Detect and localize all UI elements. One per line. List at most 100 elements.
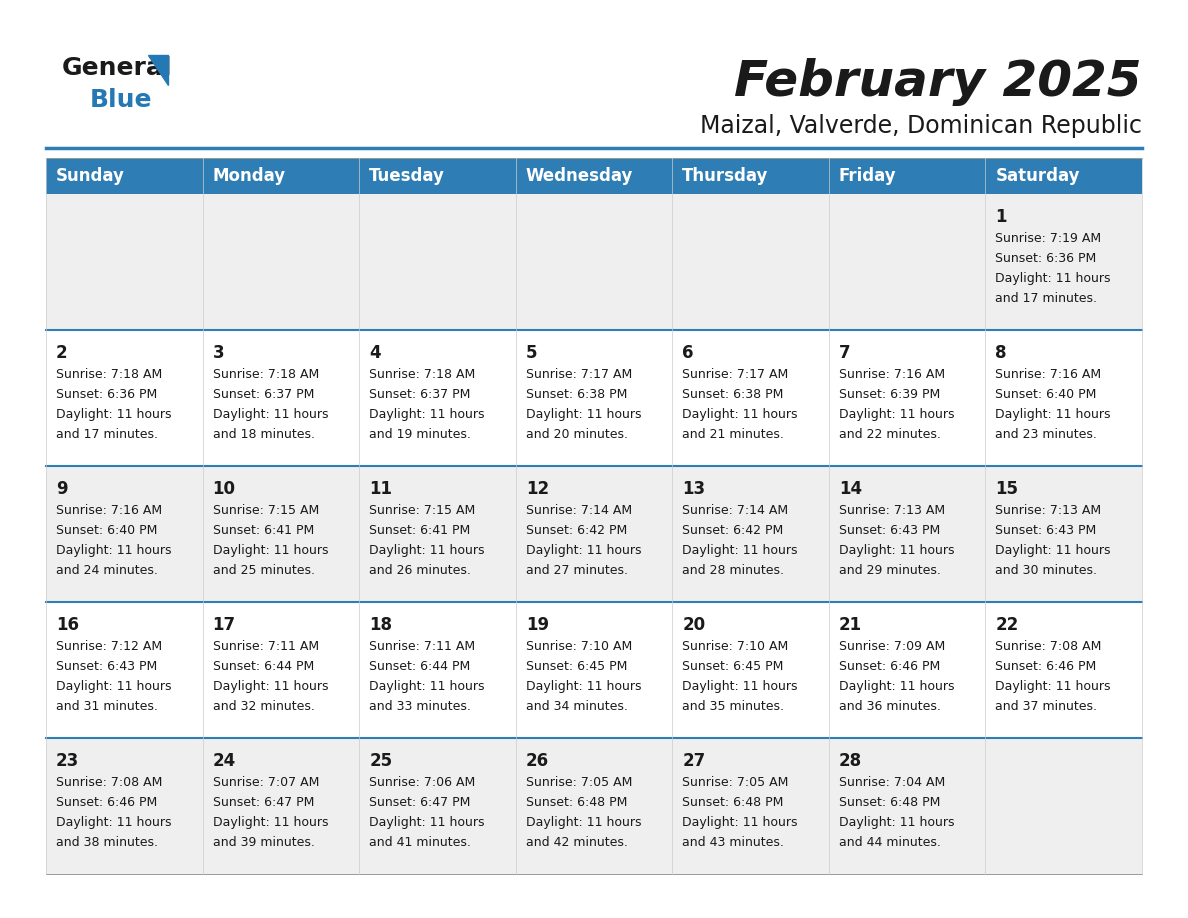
- Text: and 42 minutes.: and 42 minutes.: [526, 836, 627, 849]
- Bar: [672, 330, 829, 466]
- Text: and 22 minutes.: and 22 minutes.: [839, 428, 941, 441]
- Text: February 2025: February 2025: [734, 58, 1142, 106]
- Text: and 20 minutes.: and 20 minutes.: [526, 428, 627, 441]
- Text: Sunset: 6:45 PM: Sunset: 6:45 PM: [526, 660, 627, 673]
- Text: and 27 minutes.: and 27 minutes.: [526, 564, 627, 577]
- Text: and 32 minutes.: and 32 minutes.: [213, 700, 315, 713]
- Text: and 43 minutes.: and 43 minutes.: [682, 836, 784, 849]
- Text: Sunset: 6:43 PM: Sunset: 6:43 PM: [839, 524, 940, 537]
- Bar: [203, 602, 359, 738]
- Bar: [516, 330, 672, 466]
- Text: Daylight: 11 hours: Daylight: 11 hours: [839, 408, 954, 421]
- Text: and 25 minutes.: and 25 minutes.: [213, 564, 315, 577]
- Text: 19: 19: [526, 616, 549, 634]
- Text: 12: 12: [526, 480, 549, 498]
- Text: Sunset: 6:37 PM: Sunset: 6:37 PM: [369, 388, 470, 401]
- Text: and 37 minutes.: and 37 minutes.: [996, 700, 1098, 713]
- Text: 9: 9: [56, 480, 68, 498]
- Bar: [46, 194, 203, 330]
- Text: Sunset: 6:45 PM: Sunset: 6:45 PM: [682, 660, 784, 673]
- Text: Blue: Blue: [90, 88, 152, 112]
- Text: and 17 minutes.: and 17 minutes.: [56, 428, 158, 441]
- Bar: [46, 602, 203, 738]
- Text: Thursday: Thursday: [682, 167, 769, 185]
- Text: Sunrise: 7:11 AM: Sunrise: 7:11 AM: [369, 640, 475, 653]
- Bar: [829, 738, 985, 874]
- Bar: [359, 330, 516, 466]
- Bar: [985, 466, 1142, 602]
- Text: Daylight: 11 hours: Daylight: 11 hours: [682, 816, 798, 829]
- Text: Sunrise: 7:10 AM: Sunrise: 7:10 AM: [526, 640, 632, 653]
- Text: Sunset: 6:40 PM: Sunset: 6:40 PM: [996, 388, 1097, 401]
- Text: Monday: Monday: [213, 167, 285, 185]
- Text: Daylight: 11 hours: Daylight: 11 hours: [369, 408, 485, 421]
- Text: Sunrise: 7:17 AM: Sunrise: 7:17 AM: [526, 368, 632, 381]
- Text: Sunrise: 7:05 AM: Sunrise: 7:05 AM: [682, 776, 789, 789]
- Text: 11: 11: [369, 480, 392, 498]
- Text: 25: 25: [369, 752, 392, 770]
- Text: and 35 minutes.: and 35 minutes.: [682, 700, 784, 713]
- Text: 24: 24: [213, 752, 236, 770]
- Text: Friday: Friday: [839, 167, 897, 185]
- Text: 16: 16: [56, 616, 78, 634]
- Bar: [46, 158, 203, 194]
- Text: Sunrise: 7:10 AM: Sunrise: 7:10 AM: [682, 640, 789, 653]
- Text: 8: 8: [996, 344, 1007, 362]
- Text: Sunset: 6:37 PM: Sunset: 6:37 PM: [213, 388, 314, 401]
- Bar: [985, 738, 1142, 874]
- Text: Tuesday: Tuesday: [369, 167, 446, 185]
- Text: and 39 minutes.: and 39 minutes.: [213, 836, 315, 849]
- Text: Daylight: 11 hours: Daylight: 11 hours: [526, 680, 642, 693]
- Text: 7: 7: [839, 344, 851, 362]
- Text: and 44 minutes.: and 44 minutes.: [839, 836, 941, 849]
- Text: Sunrise: 7:06 AM: Sunrise: 7:06 AM: [369, 776, 475, 789]
- Text: 17: 17: [213, 616, 235, 634]
- Text: and 19 minutes.: and 19 minutes.: [369, 428, 470, 441]
- Text: Sunrise: 7:19 AM: Sunrise: 7:19 AM: [996, 232, 1101, 245]
- Text: Daylight: 11 hours: Daylight: 11 hours: [369, 544, 485, 557]
- Bar: [672, 194, 829, 330]
- Text: Sunset: 6:36 PM: Sunset: 6:36 PM: [56, 388, 157, 401]
- Text: Sunrise: 7:12 AM: Sunrise: 7:12 AM: [56, 640, 162, 653]
- Bar: [672, 602, 829, 738]
- Text: Daylight: 11 hours: Daylight: 11 hours: [56, 544, 171, 557]
- Text: Daylight: 11 hours: Daylight: 11 hours: [996, 544, 1111, 557]
- Bar: [359, 194, 516, 330]
- Text: 22: 22: [996, 616, 1018, 634]
- Text: Daylight: 11 hours: Daylight: 11 hours: [526, 408, 642, 421]
- Text: Daylight: 11 hours: Daylight: 11 hours: [996, 680, 1111, 693]
- Text: Sunset: 6:43 PM: Sunset: 6:43 PM: [56, 660, 157, 673]
- Text: and 36 minutes.: and 36 minutes.: [839, 700, 941, 713]
- Bar: [359, 466, 516, 602]
- Text: Daylight: 11 hours: Daylight: 11 hours: [213, 408, 328, 421]
- Text: Sunset: 6:38 PM: Sunset: 6:38 PM: [682, 388, 784, 401]
- Text: and 31 minutes.: and 31 minutes.: [56, 700, 158, 713]
- Text: Daylight: 11 hours: Daylight: 11 hours: [56, 408, 171, 421]
- Text: Daylight: 11 hours: Daylight: 11 hours: [369, 680, 485, 693]
- Text: Daylight: 11 hours: Daylight: 11 hours: [213, 680, 328, 693]
- Text: Sunset: 6:40 PM: Sunset: 6:40 PM: [56, 524, 157, 537]
- Text: Sunset: 6:46 PM: Sunset: 6:46 PM: [996, 660, 1097, 673]
- Text: Maizal, Valverde, Dominican Republic: Maizal, Valverde, Dominican Republic: [700, 114, 1142, 138]
- Text: Sunset: 6:43 PM: Sunset: 6:43 PM: [996, 524, 1097, 537]
- Text: Sunrise: 7:18 AM: Sunrise: 7:18 AM: [56, 368, 163, 381]
- Text: Daylight: 11 hours: Daylight: 11 hours: [369, 816, 485, 829]
- Text: 5: 5: [526, 344, 537, 362]
- Bar: [203, 466, 359, 602]
- Text: 23: 23: [56, 752, 80, 770]
- Bar: [829, 602, 985, 738]
- Text: 15: 15: [996, 480, 1018, 498]
- Text: Daylight: 11 hours: Daylight: 11 hours: [213, 544, 328, 557]
- Text: Sunset: 6:44 PM: Sunset: 6:44 PM: [369, 660, 470, 673]
- Text: Daylight: 11 hours: Daylight: 11 hours: [682, 544, 798, 557]
- Bar: [985, 158, 1142, 194]
- Text: and 41 minutes.: and 41 minutes.: [369, 836, 470, 849]
- Bar: [359, 738, 516, 874]
- Text: Sunrise: 7:11 AM: Sunrise: 7:11 AM: [213, 640, 318, 653]
- Bar: [829, 330, 985, 466]
- Text: Sunrise: 7:14 AM: Sunrise: 7:14 AM: [526, 504, 632, 517]
- Text: Sunday: Sunday: [56, 167, 125, 185]
- Text: Sunset: 6:46 PM: Sunset: 6:46 PM: [839, 660, 940, 673]
- Text: Sunrise: 7:16 AM: Sunrise: 7:16 AM: [996, 368, 1101, 381]
- Text: Sunset: 6:47 PM: Sunset: 6:47 PM: [213, 796, 314, 809]
